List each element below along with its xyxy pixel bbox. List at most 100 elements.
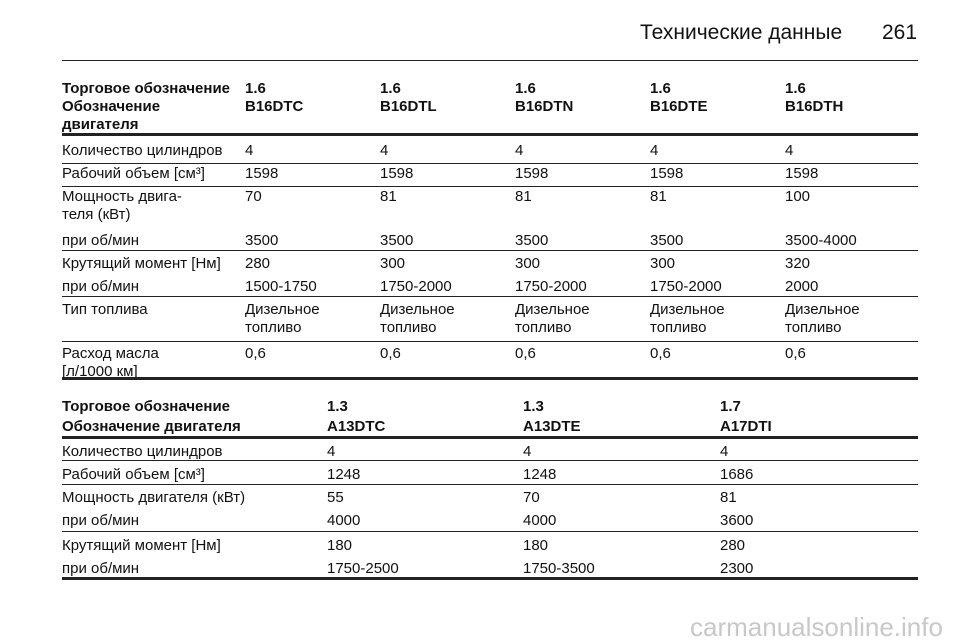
header-cell: 1.3 — [327, 398, 348, 415]
cell: 0,6 — [245, 345, 266, 362]
cell: 180 — [523, 537, 549, 554]
cell: Расход масла [л/1000 км] — [62, 345, 159, 380]
cell: 1686 — [720, 466, 754, 483]
cell: 4000 — [523, 512, 557, 529]
rule — [62, 341, 918, 342]
cell: 0,6 — [380, 345, 401, 362]
cell: 1598 — [515, 165, 549, 182]
cell: 4 — [515, 142, 524, 159]
cell: 4 — [785, 142, 794, 159]
cell: 3500 — [515, 232, 549, 249]
cell: при об/мин — [62, 512, 140, 529]
rule — [62, 133, 918, 136]
cell: 4 — [327, 443, 336, 460]
cell: Тип топлива — [62, 301, 148, 318]
rule — [62, 186, 918, 187]
cell: Крутящий момент [Нм] — [62, 537, 221, 554]
header-cell: 1.6 — [515, 80, 536, 97]
cell: Количество цилиндров — [62, 142, 223, 159]
header-cell: B16DTC — [245, 98, 304, 115]
cell: при об/мин — [62, 278, 140, 295]
header-cell: 1.6 — [785, 80, 806, 97]
rule — [62, 296, 918, 297]
cell: 1500-1750 — [245, 278, 317, 295]
cell: 1598 — [785, 165, 819, 182]
rule — [62, 377, 918, 380]
rule — [62, 531, 918, 532]
rule — [62, 163, 918, 164]
cell: Рабочий объем [см³] — [62, 466, 205, 483]
cell: при об/мин — [62, 232, 140, 249]
cell: 81 — [515, 188, 532, 205]
header-cell: Торговое обозначение — [62, 80, 231, 97]
cell: 1750-2000 — [515, 278, 587, 295]
header-cell: 1.7 — [720, 398, 741, 415]
cell: 1598 — [650, 165, 684, 182]
cell: Дизельное топливо — [785, 301, 860, 336]
cell: 1248 — [327, 466, 361, 483]
cell: 1750-2000 — [380, 278, 452, 295]
cell: 4 — [720, 443, 729, 460]
cell: Рабочий объем [см³] — [62, 165, 205, 182]
header-cell: Обозначение двигателя — [62, 418, 241, 435]
cell: Дизельное топливо — [515, 301, 590, 336]
header-cell: B16DTN — [515, 98, 574, 115]
header-cell: 1.3 — [523, 398, 544, 415]
header-cell: A13DTE — [523, 418, 581, 435]
cell: Мощность двига- теля (кВт) — [62, 188, 182, 223]
cell: Дизельное топливо — [380, 301, 455, 336]
rule — [62, 436, 918, 439]
cell: Мощность двигателя (кВт) — [62, 489, 246, 506]
cell: 55 — [327, 489, 344, 506]
cell: 4 — [523, 443, 532, 460]
cell: 2300 — [720, 560, 754, 577]
header-cell: B16DTH — [785, 98, 844, 115]
cell: 1598 — [245, 165, 279, 182]
cell: Дизельное топливо — [650, 301, 725, 336]
cell: 1750-2500 — [327, 560, 399, 577]
cell: 320 — [785, 255, 811, 272]
rule — [62, 484, 918, 485]
rule — [62, 577, 918, 580]
cell: 1750-2000 — [650, 278, 722, 295]
cell: 0,6 — [515, 345, 536, 362]
cell: 3500-4000 — [785, 232, 857, 249]
header-rule — [62, 60, 918, 61]
rule — [62, 250, 918, 251]
cell: Крутящий момент [Нм] — [62, 255, 221, 272]
cell: 4 — [245, 142, 254, 159]
cell: 180 — [327, 537, 353, 554]
cell: 3500 — [245, 232, 279, 249]
cell: Дизельное топливо — [245, 301, 320, 336]
header-cell: Обозначение двигателя — [62, 98, 161, 133]
cell: 0,6 — [650, 345, 671, 362]
header-cell: Торговое обозначение — [62, 398, 231, 415]
cell: 1598 — [380, 165, 414, 182]
cell: 3600 — [720, 512, 754, 529]
header-cell: B16DTL — [380, 98, 437, 115]
header-cell: 1.6 — [380, 80, 401, 97]
cell: 4 — [380, 142, 389, 159]
cell: Количество цилиндров — [62, 443, 223, 460]
cell: 280 — [720, 537, 746, 554]
cell: 81 — [650, 188, 667, 205]
rule — [62, 460, 918, 461]
header-cell: 1.6 — [650, 80, 671, 97]
cell: 81 — [380, 188, 397, 205]
cell: при об/мин — [62, 560, 140, 577]
cell: 4 — [650, 142, 659, 159]
cell: 280 — [245, 255, 271, 272]
cell: 0,6 — [785, 345, 806, 362]
cell: 70 — [523, 489, 540, 506]
header-cell: A13DTC — [327, 418, 386, 435]
cell: 3500 — [380, 232, 414, 249]
cell: 300 — [380, 255, 406, 272]
cell: 2000 — [785, 278, 819, 295]
cell: 3500 — [650, 232, 684, 249]
cell: 1750-3500 — [523, 560, 595, 577]
header-cell: A17DTI — [720, 418, 772, 435]
cell: 70 — [245, 188, 262, 205]
watermark: carmanualsonline.info — [690, 612, 943, 642]
cell: 4000 — [327, 512, 361, 529]
